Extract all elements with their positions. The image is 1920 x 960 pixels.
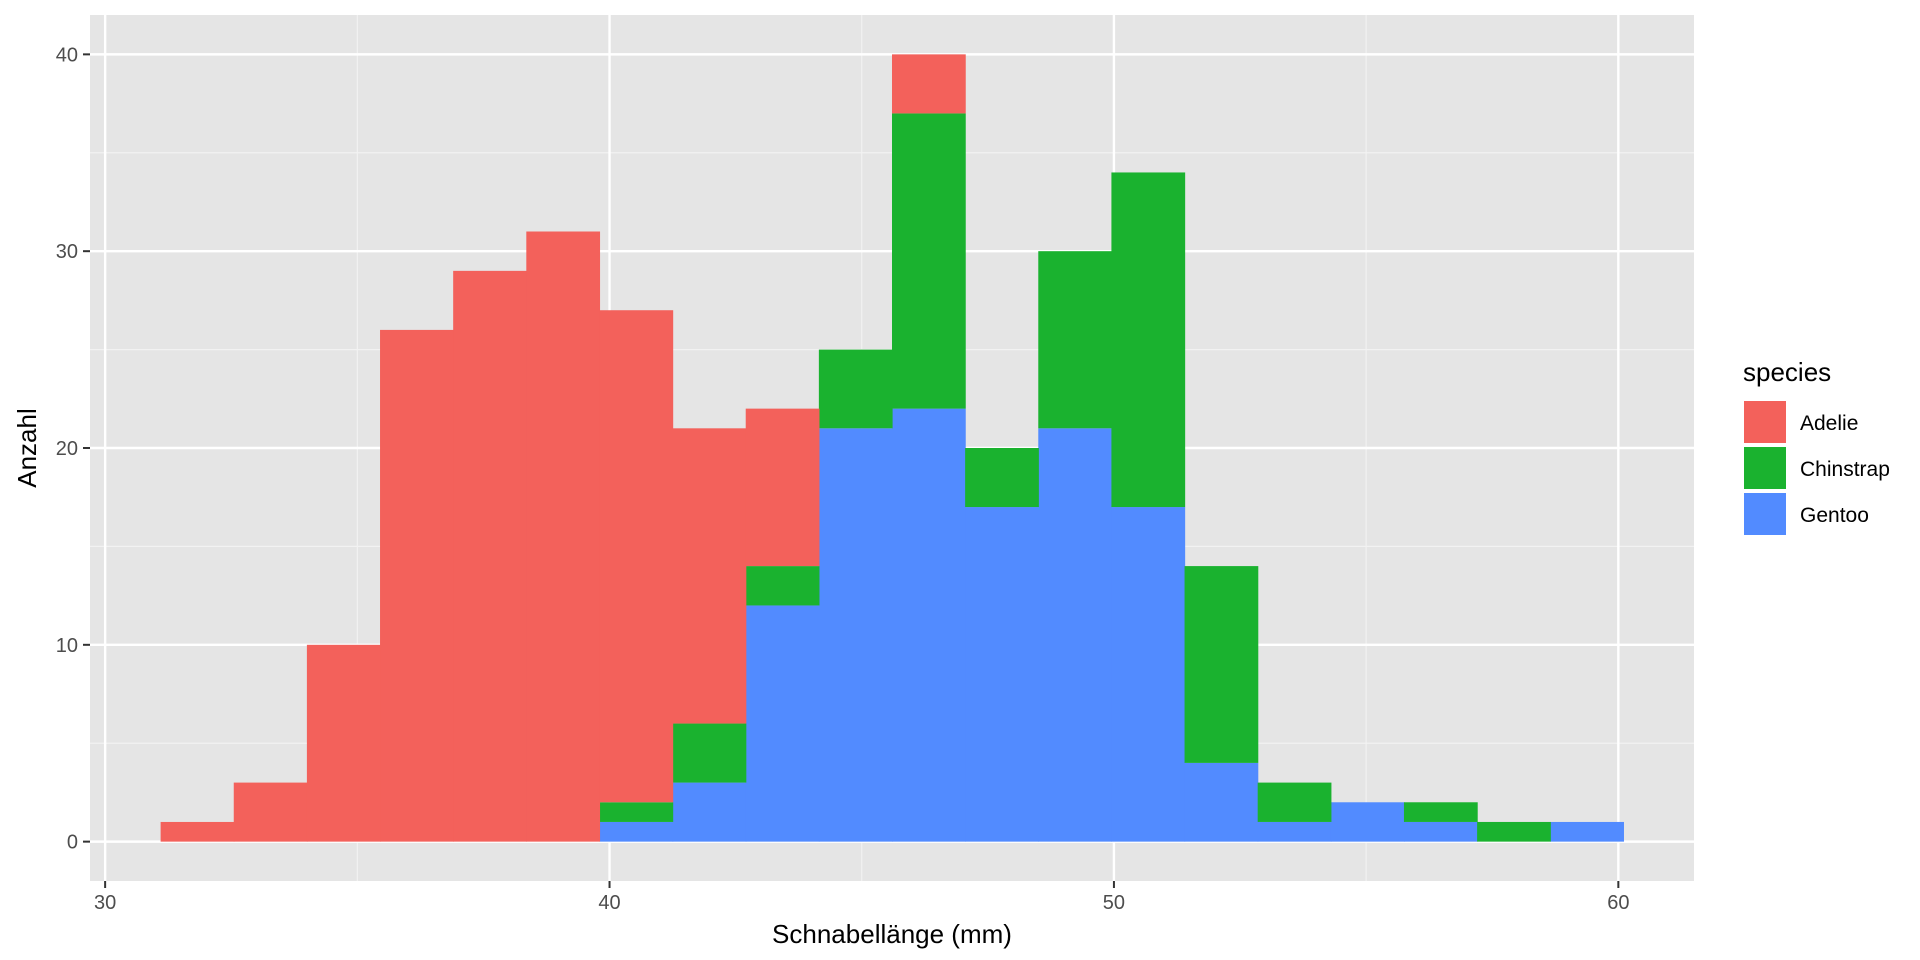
bar-chinstrap xyxy=(1184,566,1259,763)
legend-title: species xyxy=(1743,357,1831,387)
bar-chinstrap xyxy=(1477,821,1551,842)
bar-chinstrap xyxy=(599,802,674,822)
bar-chinstrap xyxy=(965,448,1039,508)
bar-chinstrap xyxy=(672,723,747,783)
legend-label-chinstrap: Chinstrap xyxy=(1800,458,1890,481)
bar-gentoo xyxy=(1330,802,1405,842)
y-tick-label: 30 xyxy=(56,241,78,263)
bar-gentoo xyxy=(1550,821,1624,842)
legend-label-gentoo: Gentoo xyxy=(1800,504,1869,527)
legend-key-chinstrap xyxy=(1742,445,1788,491)
y-tick-label: 10 xyxy=(56,635,78,657)
x-axis-title: Schnabellänge (mm) xyxy=(772,919,1012,949)
bar-adelie xyxy=(745,408,820,567)
bar-adelie xyxy=(453,270,527,842)
histogram-bars xyxy=(160,54,1624,842)
bar-chinstrap xyxy=(1038,251,1113,429)
bar-gentoo xyxy=(965,507,1039,842)
bar-gentoo xyxy=(745,605,820,842)
bar-adelie xyxy=(892,54,966,114)
bar-chinstrap xyxy=(818,349,893,429)
x-tick-label: 40 xyxy=(598,892,620,914)
bar-adelie xyxy=(160,821,235,842)
bar-chinstrap xyxy=(1257,782,1332,822)
bar-adelie xyxy=(672,428,747,724)
legend-key-gentoo xyxy=(1742,491,1788,537)
y-axis-title: Anzahl xyxy=(12,408,42,488)
legend-label-adelie: Adelie xyxy=(1800,412,1858,435)
x-tick-label: 60 xyxy=(1607,892,1629,914)
bar-gentoo xyxy=(892,408,966,842)
y-tick-label: 0 xyxy=(67,832,78,854)
y-tick-label: 20 xyxy=(56,438,78,460)
bar-chinstrap xyxy=(745,566,820,606)
bar-gentoo xyxy=(672,782,747,842)
bar-gentoo xyxy=(1403,821,1478,842)
bar-gentoo xyxy=(1184,762,1259,842)
bar-adelie xyxy=(233,782,308,842)
axes: 30 40 50 60 0 10 20 30 40 xyxy=(56,44,1630,914)
y-tick-label: 40 xyxy=(56,44,78,66)
x-tick-label: 30 xyxy=(94,892,116,914)
bar-chinstrap xyxy=(892,113,966,409)
bar-adelie xyxy=(380,329,454,842)
bar-gentoo xyxy=(1038,428,1113,842)
bar-adelie xyxy=(599,310,674,803)
bar-adelie xyxy=(526,231,601,842)
bar-adelie xyxy=(306,644,381,842)
bar-chinstrap xyxy=(1403,802,1478,822)
bar-gentoo xyxy=(599,821,674,842)
bar-gentoo xyxy=(818,428,893,842)
legend-key-adelie xyxy=(1742,399,1788,445)
legend: species Adelie Chinstrap Gentoo xyxy=(1742,357,1890,537)
bar-gentoo xyxy=(1257,821,1332,842)
bar-chinstrap xyxy=(1111,172,1186,508)
bar-gentoo xyxy=(1111,507,1186,842)
x-tick-label: 50 xyxy=(1103,892,1125,914)
